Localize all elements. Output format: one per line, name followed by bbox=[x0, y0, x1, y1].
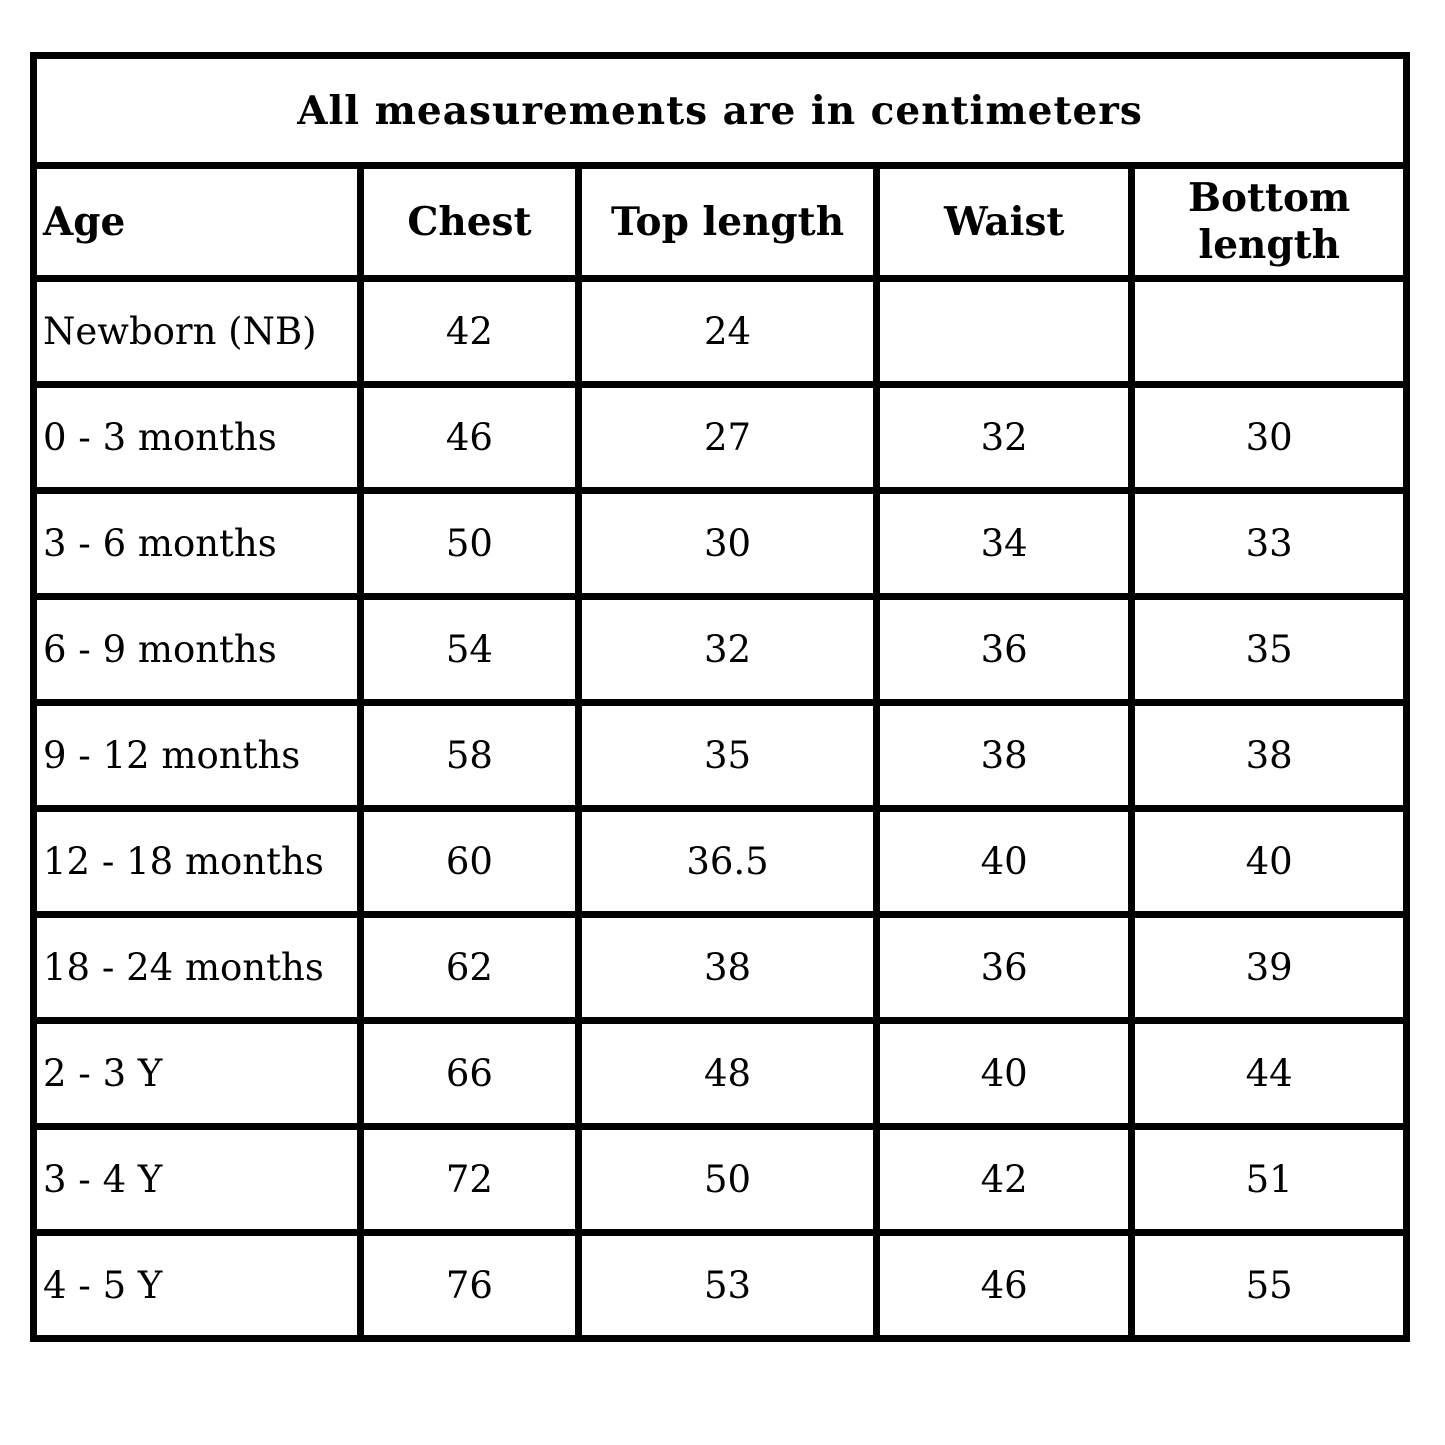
size-chart-table: All measurements are in centimeters Age … bbox=[30, 52, 1410, 1342]
top-length-cell: 32 bbox=[575, 593, 880, 706]
table-row-0-3-months: 0 - 3 months 46 27 32 30 bbox=[30, 381, 1410, 494]
chest-cell: 50 bbox=[356, 487, 583, 600]
bottom-length-cell bbox=[1128, 275, 1410, 388]
chest-cell: 58 bbox=[356, 699, 583, 812]
waist-cell: 36 bbox=[872, 911, 1136, 1024]
table-row-3-4-years: 3 - 4 Y 72 50 42 51 bbox=[30, 1123, 1410, 1236]
chest-cell: 76 bbox=[356, 1229, 583, 1342]
age-cell: 12 - 18 months bbox=[30, 805, 364, 918]
top-length-cell: 53 bbox=[575, 1229, 880, 1342]
column-header-waist: Waist bbox=[872, 162, 1136, 282]
waist-cell: 46 bbox=[872, 1229, 1136, 1342]
bottom-length-cell: 33 bbox=[1128, 487, 1410, 600]
table-title-row: All measurements are in centimeters bbox=[30, 52, 1410, 169]
waist-cell: 32 bbox=[872, 381, 1136, 494]
table-row-newborn: Newborn (NB) 42 24 bbox=[30, 275, 1410, 388]
bottom-length-cell: 35 bbox=[1128, 593, 1410, 706]
table-row-18-24-months: 18 - 24 months 62 38 36 39 bbox=[30, 911, 1410, 1024]
top-length-cell: 48 bbox=[575, 1017, 880, 1130]
chest-cell: 72 bbox=[356, 1123, 583, 1236]
column-header-chest: Chest bbox=[356, 162, 583, 282]
top-length-cell: 50 bbox=[575, 1123, 880, 1236]
column-header-top-length: Top length bbox=[575, 162, 880, 282]
chest-cell: 42 bbox=[356, 275, 583, 388]
table-row-12-18-months: 12 - 18 months 60 36.5 40 40 bbox=[30, 805, 1410, 918]
age-cell: 4 - 5 Y bbox=[30, 1229, 364, 1342]
waist-cell: 38 bbox=[872, 699, 1136, 812]
bottom-length-cell: 40 bbox=[1128, 805, 1410, 918]
table-row-4-5-years: 4 - 5 Y 76 53 46 55 bbox=[30, 1229, 1410, 1342]
bottom-length-cell: 51 bbox=[1128, 1123, 1410, 1236]
chest-cell: 66 bbox=[356, 1017, 583, 1130]
top-length-cell: 30 bbox=[575, 487, 880, 600]
table-row-2-3-years: 2 - 3 Y 66 48 40 44 bbox=[30, 1017, 1410, 1130]
table-header-row: Age Chest Top length Waist Bottom length bbox=[30, 162, 1410, 282]
chest-cell: 54 bbox=[356, 593, 583, 706]
column-header-bottom-length: Bottom length bbox=[1128, 162, 1410, 282]
bottom-length-cell: 30 bbox=[1128, 381, 1410, 494]
age-cell: 0 - 3 months bbox=[30, 381, 364, 494]
age-cell: 2 - 3 Y bbox=[30, 1017, 364, 1130]
chest-cell: 62 bbox=[356, 911, 583, 1024]
top-length-cell: 24 bbox=[575, 275, 880, 388]
waist-cell: 34 bbox=[872, 487, 1136, 600]
bottom-length-cell: 55 bbox=[1128, 1229, 1410, 1342]
top-length-cell: 27 bbox=[575, 381, 880, 494]
age-cell: 3 - 4 Y bbox=[30, 1123, 364, 1236]
waist-cell: 40 bbox=[872, 1017, 1136, 1130]
chest-cell: 60 bbox=[356, 805, 583, 918]
top-length-cell: 36.5 bbox=[575, 805, 880, 918]
table-row-6-9-months: 6 - 9 months 54 32 36 35 bbox=[30, 593, 1410, 706]
waist-cell: 40 bbox=[872, 805, 1136, 918]
waist-cell bbox=[872, 275, 1136, 388]
column-header-age: Age bbox=[30, 162, 364, 282]
table-row-3-6-months: 3 - 6 months 50 30 34 33 bbox=[30, 487, 1410, 600]
age-cell: Newborn (NB) bbox=[30, 275, 364, 388]
table-title: All measurements are in centimeters bbox=[30, 52, 1410, 169]
waist-cell: 36 bbox=[872, 593, 1136, 706]
bottom-length-cell: 39 bbox=[1128, 911, 1410, 1024]
chest-cell: 46 bbox=[356, 381, 583, 494]
bottom-length-cell: 44 bbox=[1128, 1017, 1410, 1130]
age-cell: 9 - 12 months bbox=[30, 699, 364, 812]
top-length-cell: 38 bbox=[575, 911, 880, 1024]
top-length-cell: 35 bbox=[575, 699, 880, 812]
bottom-length-cell: 38 bbox=[1128, 699, 1410, 812]
age-cell: 18 - 24 months bbox=[30, 911, 364, 1024]
age-cell: 3 - 6 months bbox=[30, 487, 364, 600]
waist-cell: 42 bbox=[872, 1123, 1136, 1236]
age-cell: 6 - 9 months bbox=[30, 593, 364, 706]
table-row-9-12-months: 9 - 12 months 58 35 38 38 bbox=[30, 699, 1410, 812]
